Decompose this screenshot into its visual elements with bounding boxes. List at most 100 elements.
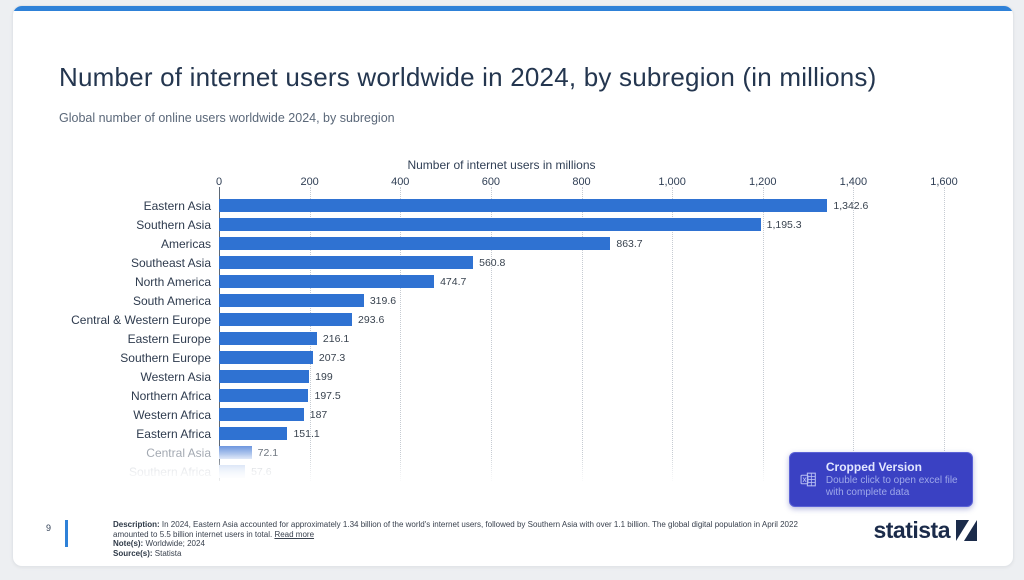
value-label: 863.7 — [616, 237, 643, 250]
statista-logo: statista — [873, 517, 977, 544]
bar — [219, 332, 317, 345]
bar-row: North America 474.7 — [59, 272, 944, 291]
gridline — [944, 187, 945, 481]
bar-row: Southern Asia 1,195.3 — [59, 215, 944, 234]
bar-track: 197.5 — [219, 389, 944, 402]
bar-track: 1,342.6 — [219, 199, 944, 212]
gridline — [490, 187, 492, 481]
category-label: Southern Africa — [128, 464, 211, 479]
bar — [219, 389, 309, 402]
category-label: Southern Europe — [120, 350, 211, 365]
x-tick-label: 200 — [300, 176, 319, 188]
bar — [219, 427, 288, 440]
cropped-version-title: Cropped Version — [825, 460, 922, 474]
gridline — [581, 187, 583, 481]
gridline — [400, 187, 402, 481]
category-label: Eastern Europe — [127, 331, 211, 346]
bar-track: 187 — [219, 408, 944, 421]
x-tick-label: 1,200 — [748, 176, 777, 188]
bar — [219, 465, 246, 478]
value-label: 151.1 — [293, 427, 320, 440]
x-tick-label: 0 — [215, 176, 223, 188]
category-label: Central & Western Europe — [71, 312, 211, 327]
page-title: Number of internet users worldwide in 20… — [59, 62, 877, 92]
category-label: Western Asia — [140, 369, 211, 384]
statista-wordmark: statista — [873, 517, 950, 543]
value-label: 207.3 — [318, 351, 346, 364]
value-label: 72.1 — [257, 446, 279, 459]
footer-accent-bar — [65, 520, 68, 547]
page-subtitle: Global number of online users worldwide … — [59, 111, 395, 125]
source-label: Source(s): — [113, 548, 153, 558]
bar — [219, 199, 828, 212]
category-label: Americas — [160, 236, 211, 251]
bar-track: 199 — [219, 370, 944, 383]
value-label: 199 — [315, 370, 333, 383]
plot-area: Eastern Asia 1,342.6 Southern Asia 1,195.3 A… — [59, 187, 945, 484]
bar — [219, 370, 310, 383]
bar-chart: Number of internet users in millions 0 20… — [59, 158, 958, 484]
cropped-version-subtitle: Double click to open excel file with com… — [825, 475, 958, 498]
value-label: 57.6 — [251, 465, 272, 478]
category-label: Eastern Asia — [143, 198, 211, 213]
bar-track: 319.6 — [219, 294, 944, 307]
source-text: Statista — [154, 548, 182, 558]
value-label: 293.6 — [358, 313, 385, 326]
description-text: In 2024, Eastern Asia accounted for appr… — [113, 520, 798, 539]
value-label: 1,342.6 — [833, 199, 869, 212]
footnotes: Description: In 2024, Eastern Asia accou… — [113, 520, 819, 558]
bar-track: 1,195.3 — [219, 218, 944, 231]
bar-row: South America 319.6 — [59, 291, 944, 310]
svg-text:X: X — [802, 478, 806, 484]
bar-row: Southern Europe 207.3 — [59, 348, 944, 367]
category-label: North America — [134, 274, 211, 289]
bar — [219, 446, 252, 459]
value-label: 474.7 — [440, 275, 467, 288]
footnote-source: Source(s): Statista — [113, 549, 819, 559]
bar — [219, 218, 761, 231]
bar-track: 151.1 — [219, 427, 944, 440]
x-axis-ticks: 0 200 400 600 800 1,000 1,200 1,400 1,600 — [215, 176, 958, 193]
bar-track: 863.7 — [219, 237, 944, 250]
card-top-accent-bar — [13, 6, 1013, 11]
bar-track: 560.8 — [219, 256, 944, 269]
x-tick-label: 1,000 — [658, 176, 686, 188]
page-number: 9 — [46, 523, 52, 533]
slide-footer: 9 Description: In 2024, Eastern Asia acc… — [13, 516, 1013, 566]
category-label: Southeast Asia — [130, 255, 211, 270]
bar-row: Central & Western Europe 293.6 — [59, 310, 944, 329]
bar — [219, 313, 353, 326]
bar — [219, 294, 364, 307]
bar-track: 216.1 — [219, 332, 944, 345]
value-label: 187 — [309, 408, 328, 421]
bar — [219, 237, 611, 250]
footnote-notes: Note(s): Worldwide; 2024 — [113, 539, 819, 549]
x-axis-title: Number of internet users in millions — [407, 158, 596, 172]
cropped-version-overlay[interactable]: X Cropped Version Double click to open e… — [789, 452, 973, 507]
x-tick-label: 600 — [481, 176, 501, 188]
excel-icon: X — [800, 472, 816, 487]
category-label: Northern Africa — [130, 388, 211, 403]
value-label: 1,195.3 — [766, 218, 802, 231]
value-label: 319.6 — [369, 294, 397, 307]
slide-card: Number of internet users worldwide in 20… — [12, 5, 1014, 567]
gridline — [672, 187, 674, 481]
value-label: 216.1 — [322, 332, 350, 345]
bar-row: Eastern Africa 151.1 — [59, 424, 944, 443]
category-label: South America — [132, 293, 211, 308]
category-label: Central Asia — [146, 445, 211, 460]
gridline — [762, 187, 764, 481]
cropped-version-text: Cropped Version Double click to open exc… — [826, 460, 962, 499]
bar-row: Eastern Europe 216.1 — [59, 329, 944, 348]
x-tick-label: 1,600 — [930, 176, 958, 188]
description-label: Description: — [113, 520, 160, 529]
category-label: Eastern Africa — [136, 426, 211, 441]
read-more-link[interactable]: Read more — [274, 529, 315, 539]
bar-track: 207.3 — [219, 351, 944, 364]
gridline — [853, 187, 855, 481]
notes-text: Worldwide; 2024 — [145, 539, 205, 549]
bar — [219, 408, 304, 421]
x-tick-label: 800 — [572, 176, 591, 188]
notes-label: Note(s): — [113, 539, 144, 549]
